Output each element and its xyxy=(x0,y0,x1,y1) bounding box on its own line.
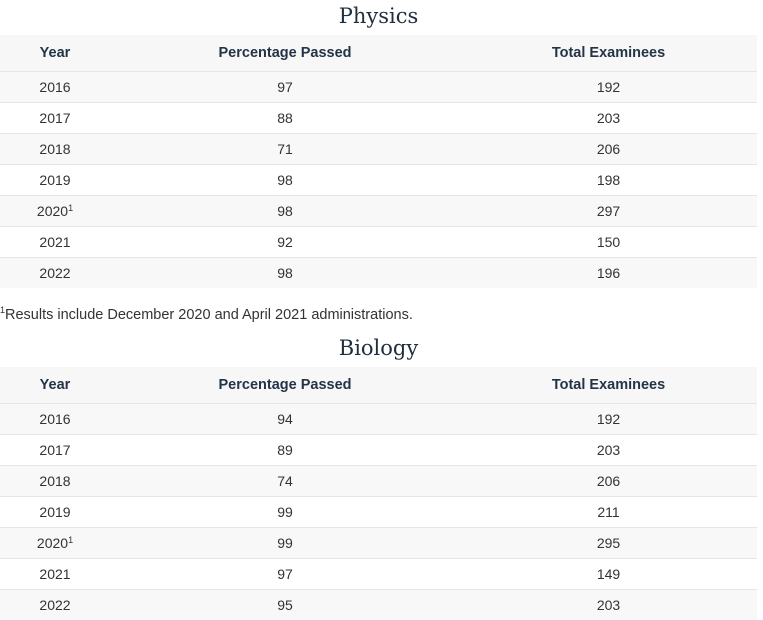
percentage-cell: 99 xyxy=(110,497,460,528)
year: 2016 xyxy=(39,411,70,427)
footnote-text: Results include December 2020 and April … xyxy=(5,307,413,323)
year: 2019 xyxy=(39,172,70,188)
examinees-cell: 206 xyxy=(460,134,757,165)
examinees-cell: 149 xyxy=(460,559,757,590)
year: 2020 xyxy=(37,535,68,551)
percentage-cell: 94 xyxy=(110,404,460,435)
percentage-cell: 88 xyxy=(110,103,460,134)
year-cell: 20201 xyxy=(0,528,110,559)
percentage-cell: 71 xyxy=(110,134,460,165)
column-header: Percentage Passed xyxy=(110,367,460,404)
year-cell: 2021 xyxy=(0,559,110,590)
year-cell: 2017 xyxy=(0,103,110,134)
year: 2021 xyxy=(39,234,70,250)
percentage-cell: 95 xyxy=(110,590,460,620)
year: 2022 xyxy=(39,597,70,613)
section-title: Biology xyxy=(0,332,757,367)
examinees-cell: 192 xyxy=(460,404,757,435)
column-header: Percentage Passed xyxy=(110,35,460,72)
footnote-marker: 1 xyxy=(68,203,73,213)
year: 2022 xyxy=(39,265,70,281)
percentage-cell: 98 xyxy=(110,165,460,196)
year-cell: 2018 xyxy=(0,466,110,497)
year-cell: 2016 xyxy=(0,72,110,103)
examinees-cell: 196 xyxy=(460,258,757,289)
examinees-cell: 206 xyxy=(460,466,757,497)
column-header: Year xyxy=(0,367,110,404)
year: 2017 xyxy=(39,442,70,458)
examinees-cell: 198 xyxy=(460,165,757,196)
year-cell: 2018 xyxy=(0,134,110,165)
year: 2017 xyxy=(39,110,70,126)
percentage-cell: 97 xyxy=(110,72,460,103)
percentage-cell: 99 xyxy=(110,528,460,559)
examinees-cell: 203 xyxy=(460,590,757,620)
year: 2019 xyxy=(39,504,70,520)
column-header: Total Examinees xyxy=(460,367,757,404)
year: 2021 xyxy=(39,566,70,582)
year-cell: 2017 xyxy=(0,435,110,466)
examinees-cell: 203 xyxy=(460,435,757,466)
percentage-cell: 74 xyxy=(110,466,460,497)
year-cell: 2021 xyxy=(0,227,110,258)
year: 2018 xyxy=(39,141,70,157)
column-header: Year xyxy=(0,35,110,72)
year-cell: 2022 xyxy=(0,258,110,289)
percentage-cell: 97 xyxy=(110,559,460,590)
year: 2020 xyxy=(37,203,68,219)
examinees-cell: 192 xyxy=(460,72,757,103)
examinees-cell: 150 xyxy=(460,227,757,258)
year: 2016 xyxy=(39,79,70,95)
examinees-cell: 295 xyxy=(460,528,757,559)
section-title: Physics xyxy=(0,0,757,35)
year-cell: 20201 xyxy=(0,196,110,227)
percentage-cell: 92 xyxy=(110,227,460,258)
column-header: Total Examinees xyxy=(460,35,757,72)
year: 2018 xyxy=(39,473,70,489)
year-cell: 2019 xyxy=(0,165,110,196)
percentage-cell: 98 xyxy=(110,196,460,227)
footnote: 1Results include December 2020 and April… xyxy=(0,288,757,332)
examinees-cell: 297 xyxy=(460,196,757,227)
examinees-cell: 211 xyxy=(460,497,757,528)
year-cell: 2016 xyxy=(0,404,110,435)
footnote-marker: 1 xyxy=(68,535,73,545)
percentage-cell: 98 xyxy=(110,258,460,289)
percentage-cell: 89 xyxy=(110,435,460,466)
examinees-cell: 203 xyxy=(460,103,757,134)
year-cell: 2022 xyxy=(0,590,110,620)
year-cell: 2019 xyxy=(0,497,110,528)
